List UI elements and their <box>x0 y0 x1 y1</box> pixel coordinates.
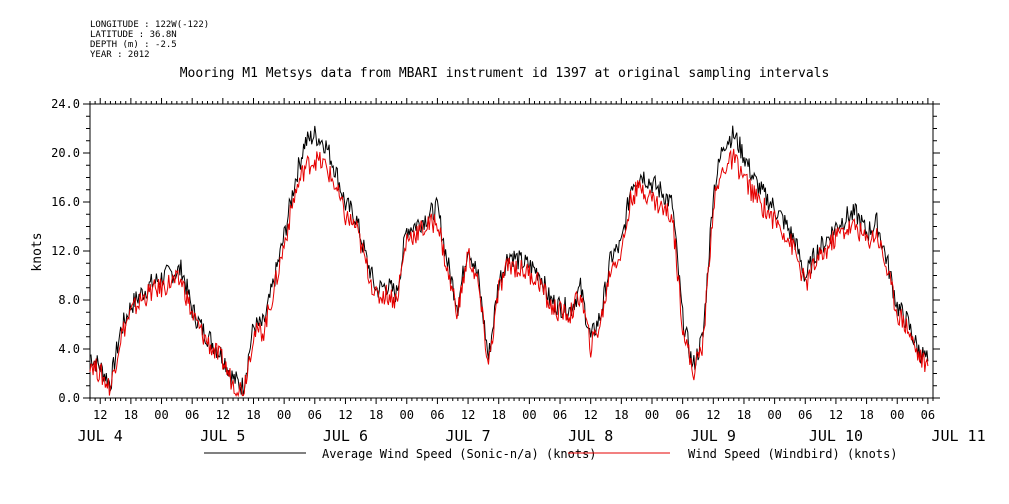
chart-title: Mooring M1 Metsys data from MBARI instru… <box>179 66 830 81</box>
x-tick-label: 18 <box>859 408 873 422</box>
legend-label-sonic: Average Wind Speed (Sonic-n/a) (knots) <box>322 447 597 461</box>
x-tick-label: 12 <box>338 408 352 422</box>
x-tick-label: 18 <box>124 408 138 422</box>
x-tick-label: 00 <box>767 408 781 422</box>
y-tick-label: 0.0 <box>58 391 80 405</box>
x-axis: 12 18 00 06 12 18 00 06 12 18 00 06 12 18 00 06 12 18 00 06… <box>78 98 986 445</box>
x-tick-label: 18 <box>369 408 383 422</box>
x-tick-label: 00 <box>890 408 904 422</box>
x-tick-label: 00 <box>645 408 659 422</box>
year-text: YEAR : 2012 <box>90 50 150 60</box>
day-label: JUL 4 <box>78 427 123 445</box>
y-tick-label: 12.0 <box>51 244 80 258</box>
x-tick-label: 18 <box>492 408 506 422</box>
x-tick-label: 00 <box>154 408 168 422</box>
x-tick-label: 18 <box>246 408 260 422</box>
series-layer <box>89 125 929 398</box>
day-label: JUL 5 <box>200 427 245 445</box>
y-tick-label: 24.0 <box>51 97 80 111</box>
x-tick-label: 06 <box>430 408 444 422</box>
x-tick-label: 18 <box>614 408 628 422</box>
latitude-text: LATITUDE : 36.8N <box>90 30 177 40</box>
metadata-block: LONGITUDE : 122W(-122) LATITUDE : 36.8N … <box>90 20 209 60</box>
y-tick-label: 4.0 <box>58 342 80 356</box>
x-tick-label: 12 <box>583 408 597 422</box>
x-tick-label: 06 <box>185 408 199 422</box>
x-tick-label: 06 <box>798 408 812 422</box>
depth-text: DEPTH (m) : -2.5 <box>90 40 177 50</box>
y-tick-label: 16.0 <box>51 195 80 209</box>
x-tick-label: 00 <box>400 408 414 422</box>
day-label: JUL 6 <box>323 427 368 445</box>
x-tick-label: 12 <box>461 408 475 422</box>
y-axis-title: knots <box>30 232 45 271</box>
x-tick-label: 18 <box>737 408 751 422</box>
day-label: JUL 8 <box>568 427 613 445</box>
day-label: JUL 10 <box>809 427 863 445</box>
x-tick-label: 06 <box>675 408 689 422</box>
x-tick-label: 06 <box>308 408 322 422</box>
x-tick-label: 12 <box>216 408 230 422</box>
x-tick-label: 12 <box>706 408 720 422</box>
y-tick-label: 20.0 <box>51 146 80 160</box>
x-tick-label: 12 <box>829 408 843 422</box>
legend-label-windbird: Wind Speed (Windbird) (knots) <box>688 447 898 461</box>
x-tick-label: 06 <box>553 408 567 422</box>
series-line-windbird <box>89 148 929 398</box>
x-tick-label: 00 <box>522 408 536 422</box>
y-axis: 0.0 4.0 8.0 12.0 16.0 20.0 24.0 <box>51 97 940 405</box>
legend: Average Wind Speed (Sonic-n/a) (knots) Wi… <box>204 447 898 461</box>
x-tick-label: 00 <box>277 408 291 422</box>
day-label: JUL 9 <box>691 427 736 445</box>
x-tick-label: 06 <box>921 408 935 422</box>
x-tick-label: 12 <box>93 408 107 422</box>
day-label: JUL 7 <box>445 427 490 445</box>
day-label: JUL 11 <box>931 427 985 445</box>
y-tick-label: 8.0 <box>58 293 80 307</box>
longitude-text: LONGITUDE : 122W(-122) <box>90 20 210 30</box>
